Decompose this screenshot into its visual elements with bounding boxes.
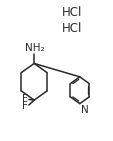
Text: N: N xyxy=(80,105,88,115)
Text: HCl: HCl xyxy=(61,6,81,19)
Text: F: F xyxy=(22,102,28,111)
Text: HCl: HCl xyxy=(61,22,81,35)
Text: NH₂: NH₂ xyxy=(25,43,44,53)
Text: F: F xyxy=(22,94,28,104)
